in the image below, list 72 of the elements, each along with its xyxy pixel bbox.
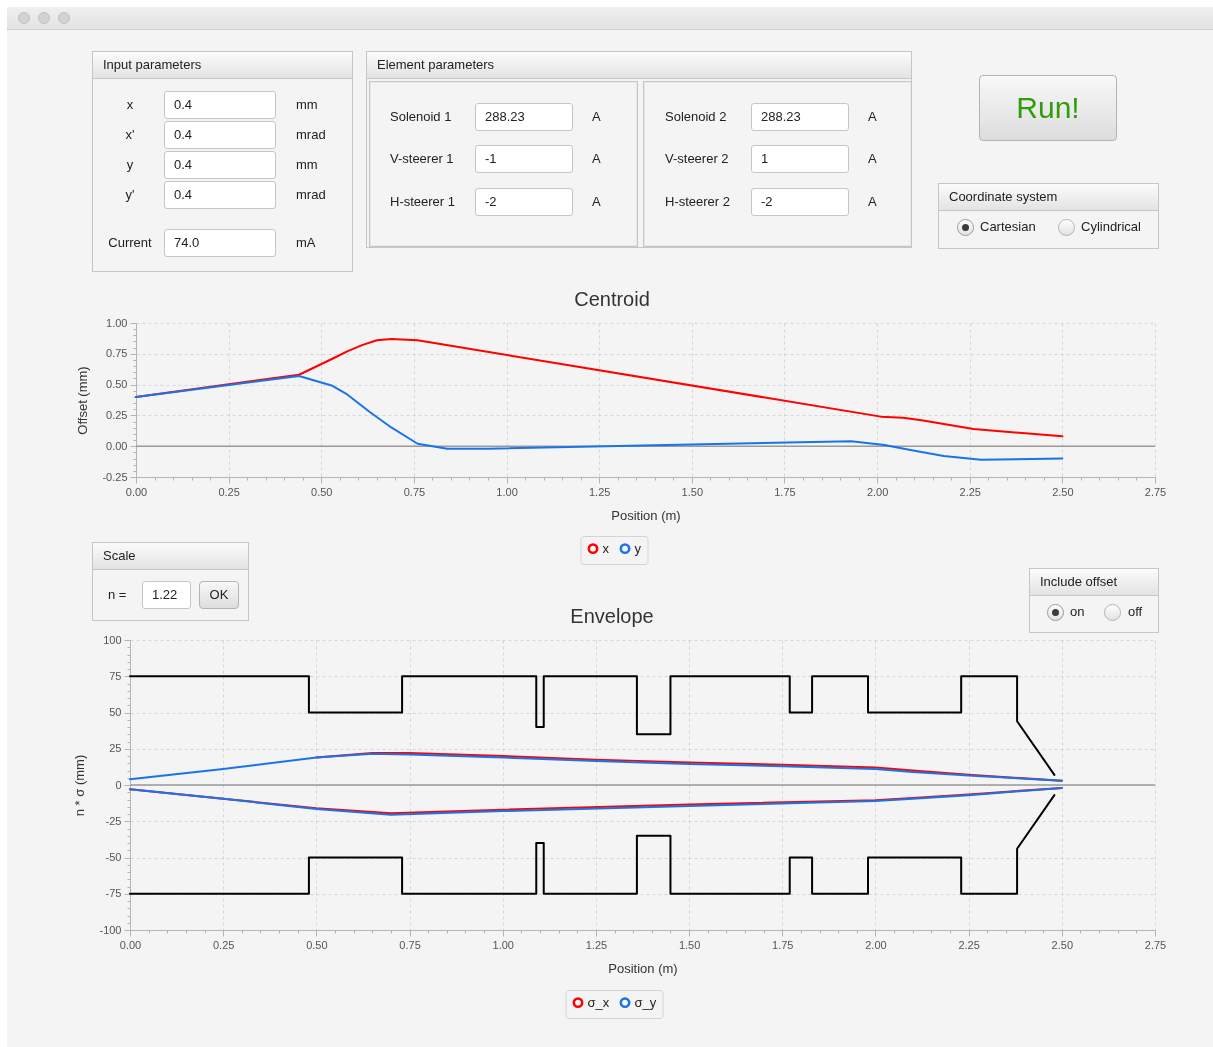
line-series — [135, 374, 1064, 461]
y-tick-label: 75 — [109, 669, 122, 682]
x-tick-label: 2.50 — [1052, 485, 1074, 498]
x-axis-title: Position (m) — [608, 960, 678, 976]
x-tick-label: 0.00 — [125, 485, 148, 498]
y-tick-label: -100 — [99, 923, 122, 936]
x-tick-label: 0.00 — [119, 938, 142, 951]
legend-label: y — [634, 540, 642, 556]
chart-title: Centroid — [574, 288, 650, 310]
y-tick-label: -0.25 — [102, 470, 128, 483]
line-series — [129, 794, 1056, 895]
text-field: 288.23 — [751, 103, 849, 131]
x-tick-label: 2.25 — [959, 485, 981, 498]
panel: Coordinate system Cartesian Cylindrical — [938, 183, 1159, 249]
x-tick-label: 1.00 — [496, 485, 518, 498]
y-tick-label: -50 — [105, 851, 122, 863]
x-axis-title: Position (m) — [611, 507, 681, 523]
y-tick-label: 25 — [109, 742, 122, 755]
y-tick-label: 100 — [103, 633, 122, 646]
y-tick-label: 0.75 — [106, 347, 128, 360]
x-tick-label: 1.00 — [492, 938, 514, 951]
y-tick-label: -75 — [105, 887, 122, 900]
button: OK — [199, 581, 239, 609]
y-tick-label: 0 — [115, 778, 122, 791]
x-tick-label: 0.50 — [311, 485, 333, 498]
y-tick-label: 0.00 — [106, 439, 128, 452]
text-field: -2 — [751, 188, 849, 216]
text-field: 0.4 — [164, 91, 276, 119]
y-tick-label: 0.50 — [106, 378, 128, 391]
panel: Input parameters x 0.4 mm x' 0.4 mrad y 0.4 mm y' 0.4 mrad Current 74.0 mA — [92, 51, 353, 272]
text-field: 74.0 — [164, 229, 276, 257]
x-tick-label: 1.75 — [774, 485, 796, 498]
y-tick-label: 0.25 — [106, 408, 128, 421]
x-tick-label: 2.00 — [865, 938, 887, 951]
x-tick-label: 0.25 — [218, 485, 240, 498]
chart-title: Envelope — [570, 605, 654, 627]
text-field: -2 — [475, 188, 573, 216]
x-tick-label: 2.25 — [958, 938, 980, 951]
line-series — [129, 675, 1056, 776]
x-tick-label: 0.75 — [399, 938, 421, 951]
x-tick-label: 1.25 — [585, 938, 608, 951]
legend-label: σ_y — [634, 994, 657, 1010]
line-series — [129, 752, 1063, 782]
text-field: 0.4 — [164, 181, 276, 209]
y-tick-label: 50 — [109, 706, 122, 718]
button: Run! — [979, 75, 1117, 141]
x-tick-label: 2.75 — [1144, 485, 1167, 498]
x-tick-label: 2.00 — [866, 485, 889, 498]
text-field: -1 — [475, 145, 573, 173]
text-field: 1 — [751, 145, 849, 173]
y-tick-label: 1.00 — [106, 316, 128, 329]
x-tick-label: 2.50 — [1051, 938, 1074, 951]
y-axis-title: Offset (mm) — [75, 366, 91, 435]
x-tick-label: 1.75 — [772, 938, 794, 951]
x-tick-label: 1.50 — [681, 485, 704, 498]
x-tick-label: 0.50 — [306, 938, 328, 951]
x-tick-label: 0.75 — [403, 485, 426, 498]
x-tick-label: 1.50 — [678, 938, 701, 951]
x-tick-label: 0.25 — [212, 938, 235, 951]
text-field: 1.22 — [142, 581, 191, 609]
legend-label: σ_x — [587, 994, 610, 1010]
y-tick-label: -25 — [105, 814, 122, 827]
panel: Include offset on off — [1029, 568, 1159, 633]
legend-label: x — [602, 540, 610, 556]
y-axis-title: n * σ (mm) — [72, 754, 88, 817]
text-field: 288.23 — [475, 103, 573, 131]
text-field: 0.4 — [164, 151, 276, 179]
x-tick-label: 2.75 — [1144, 938, 1167, 951]
panel: Scale n = 1.22 OK — [92, 542, 249, 621]
x-tick-label: 1.25 — [588, 485, 611, 498]
panel: Element parameters Solenoid 1 288.23 A V-steerer 1 -1 A H-steerer 1 -2 A Solenoid 2 288.23 A V-steerer 2 1 A H-steerer 2 -2 A — [366, 51, 912, 248]
text-field: 0.4 — [164, 121, 276, 149]
